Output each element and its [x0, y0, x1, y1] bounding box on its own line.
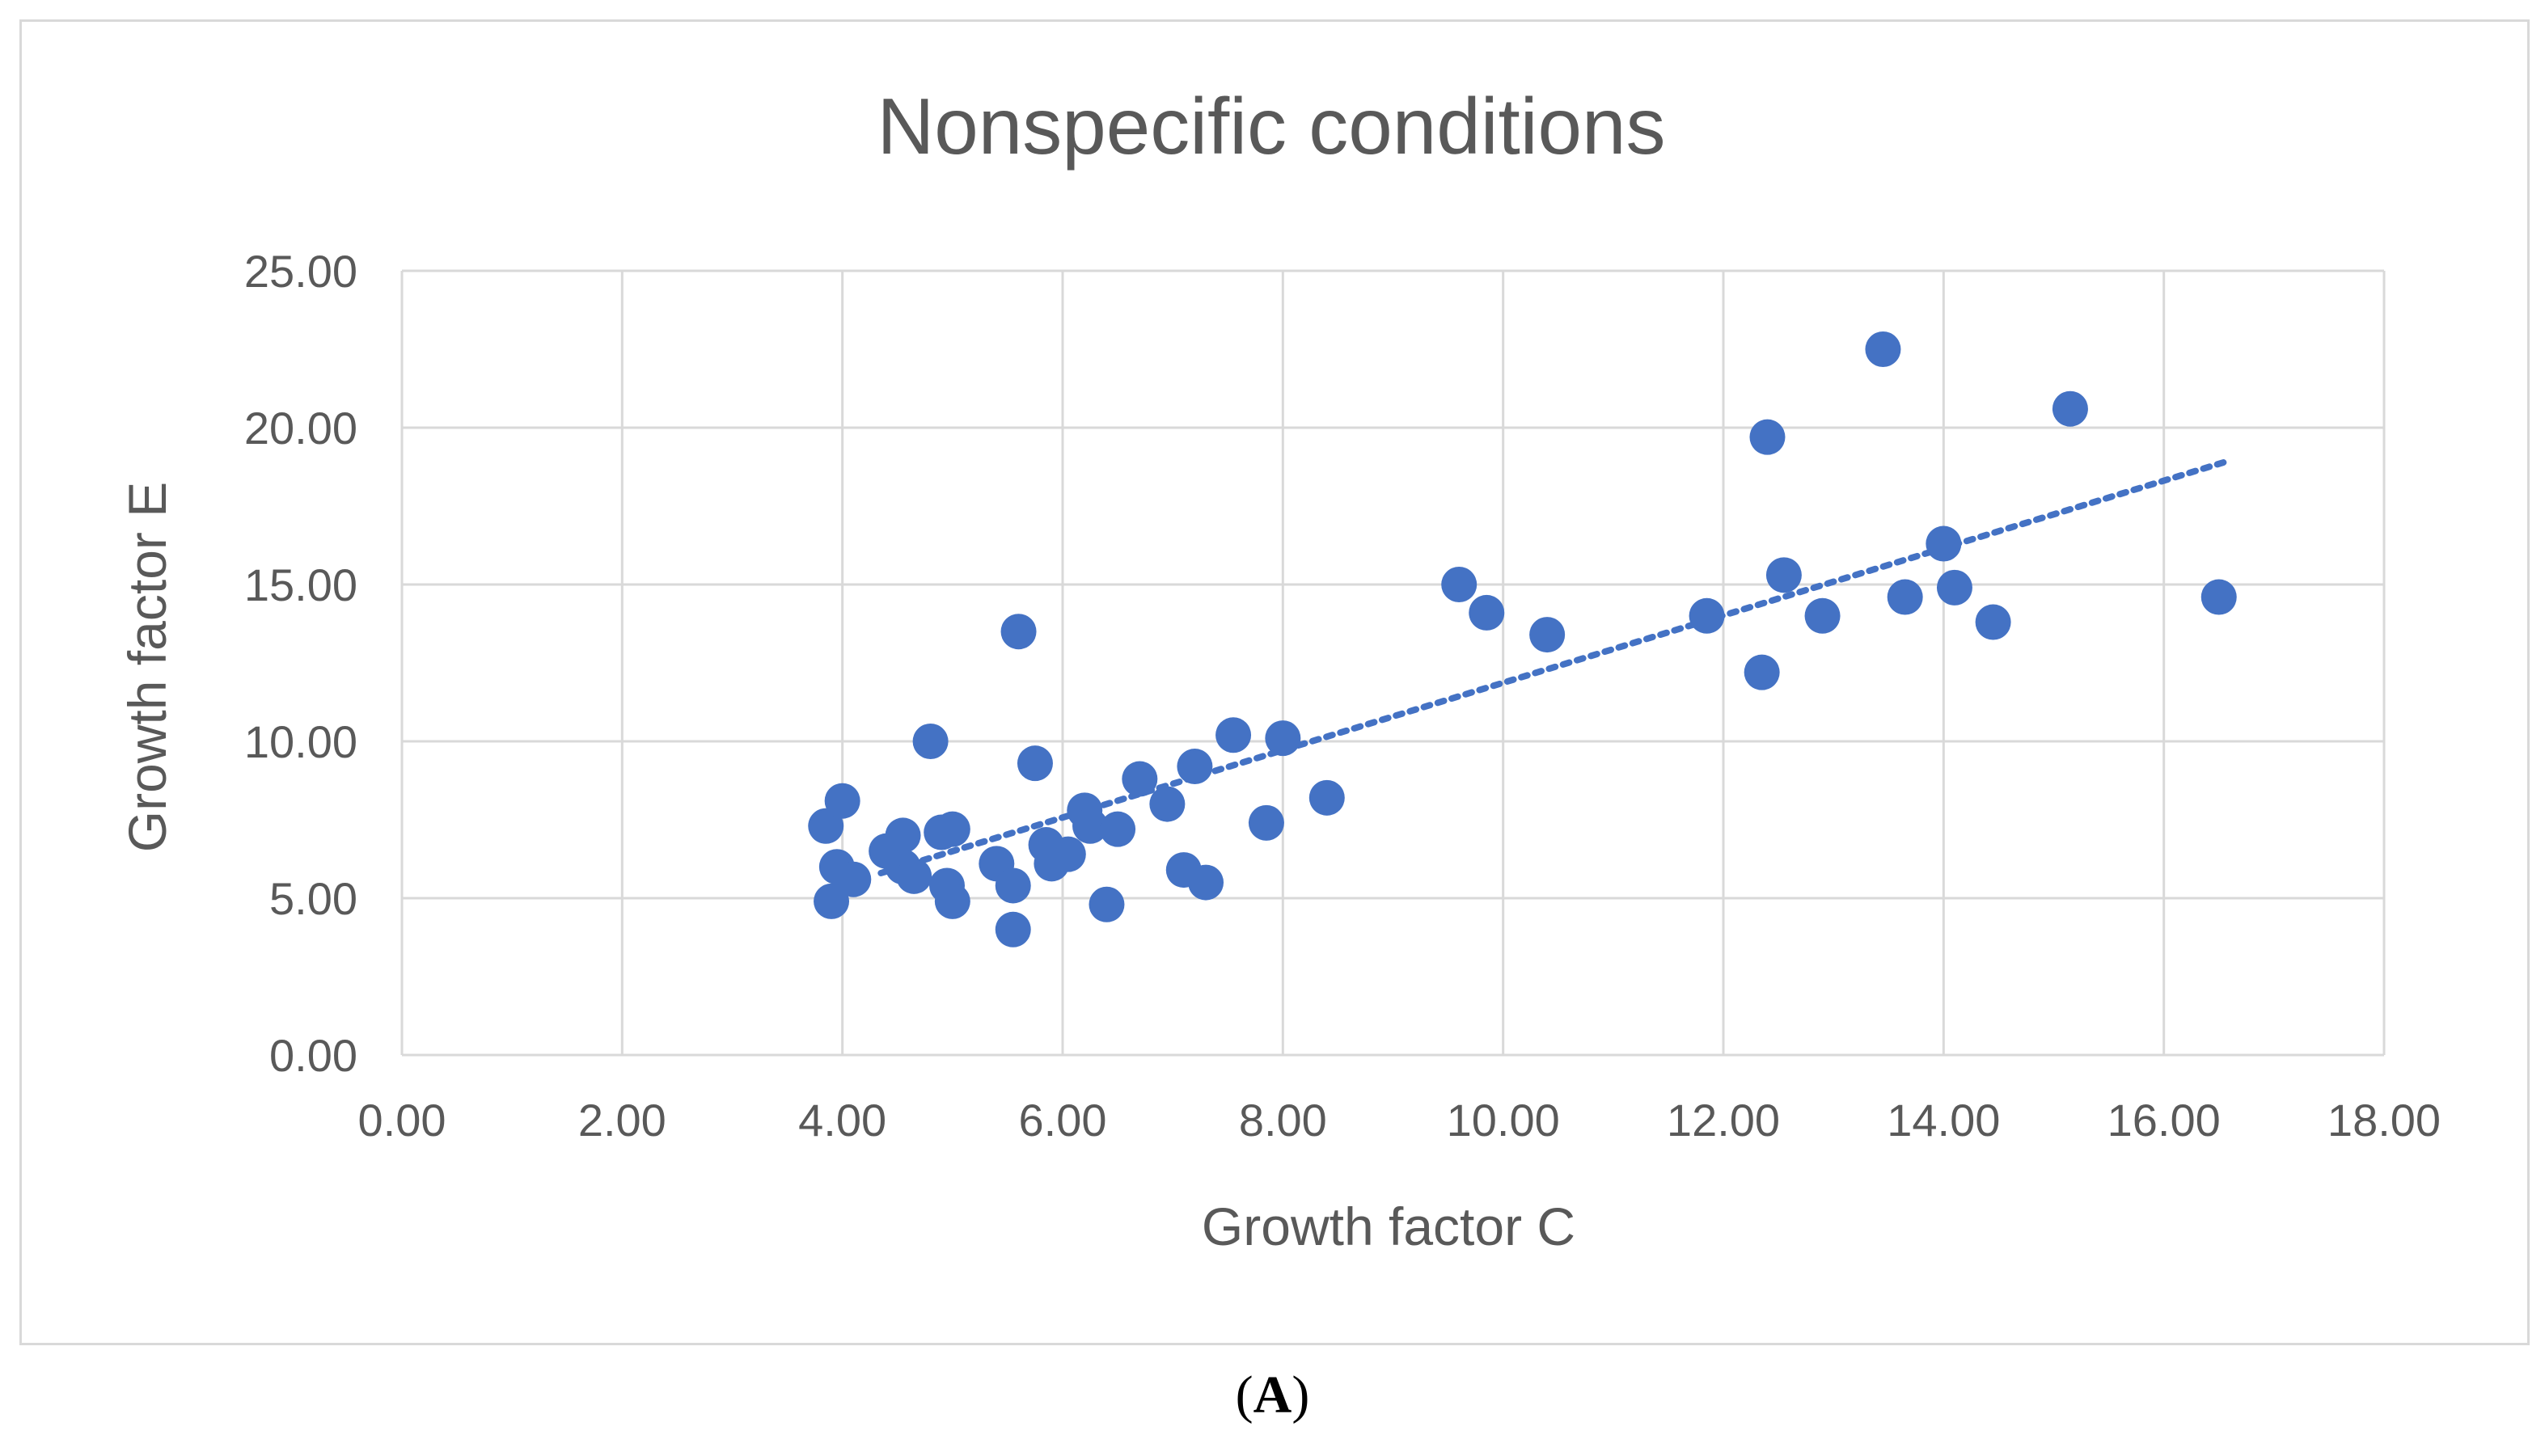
- data-point: [934, 811, 970, 847]
- y-tick-label: 20.00: [244, 403, 357, 454]
- chart-title: Nonspecific conditions: [877, 82, 1665, 171]
- data-point: [1749, 419, 1786, 455]
- y-tick-label: 10.00: [244, 716, 357, 767]
- data-point: [1765, 557, 1802, 593]
- x-tick-label: 14.00: [1887, 1095, 2000, 1146]
- data-point: [1865, 331, 1901, 367]
- data-point: [912, 724, 949, 759]
- x-tick-label: 6.00: [1019, 1095, 1107, 1146]
- data-point: [1050, 836, 1086, 872]
- data-point: [1188, 864, 1224, 901]
- data-point: [1122, 761, 1158, 797]
- data-point: [1469, 594, 1505, 631]
- data-point: [808, 808, 844, 844]
- data-point: [835, 861, 872, 897]
- data-point: [2200, 579, 2237, 615]
- data-point: [1441, 567, 1478, 602]
- data-point: [995, 911, 1031, 947]
- chart-frame: [19, 19, 2530, 1345]
- x-tick-label: 8.00: [1239, 1095, 1327, 1146]
- x-tick-label: 12.00: [1667, 1095, 1780, 1146]
- trendline: [877, 458, 2228, 876]
- data-point: [1887, 579, 1923, 615]
- x-tick-label: 4.00: [798, 1095, 886, 1146]
- x-tick-label: 2.00: [578, 1095, 666, 1146]
- data-point: [1529, 617, 1566, 653]
- caption-open: (: [1235, 1365, 1253, 1424]
- x-tick-label: 18.00: [2327, 1095, 2441, 1146]
- data-point: [1248, 804, 1284, 841]
- data-point: [1744, 654, 1780, 690]
- data-point: [1308, 779, 1345, 816]
- data-points: [808, 331, 2237, 947]
- x-tick-label: 10.00: [1447, 1095, 1560, 1146]
- data-point: [995, 867, 1031, 904]
- y-tick-label: 25.00: [244, 246, 357, 297]
- caption-label: A: [1253, 1365, 1292, 1424]
- data-point: [1265, 720, 1301, 757]
- data-point: [1177, 749, 1213, 785]
- data-point: [1975, 604, 2011, 640]
- caption-close: ): [1292, 1365, 1310, 1424]
- data-point: [1689, 597, 1725, 634]
- grid-lines: [400, 269, 2386, 1057]
- figure-caption: (A): [0, 1365, 2545, 1426]
- data-point: [1100, 811, 1136, 847]
- data-point: [1089, 886, 1125, 922]
- data-point: [814, 883, 850, 919]
- data-point: [1017, 745, 1053, 782]
- data-point: [824, 783, 860, 819]
- data-point: [1936, 569, 1972, 606]
- y-tick-label: 0.00: [269, 1030, 357, 1081]
- trendline-layer: [877, 458, 2228, 876]
- y-tick-label: 5.00: [269, 873, 357, 924]
- data-point: [1926, 525, 1962, 562]
- x-axis-label: Growth factor C: [1202, 1196, 1575, 1256]
- y-axis-label: Growth factor E: [117, 482, 177, 853]
- data-point: [1149, 786, 1186, 822]
- x-tick-label: 16.00: [2107, 1095, 2221, 1146]
- y-tick-label: 15.00: [244, 559, 357, 610]
- data-point: [1000, 614, 1037, 650]
- data-point: [934, 883, 970, 919]
- data-point: [896, 858, 932, 894]
- data-point: [2052, 390, 2088, 427]
- tick-labels: 0.00 2.00 4.00 6.00 8.00 10.00 12.00 14.00 16.00…: [244, 246, 2441, 1146]
- x-tick-label: 0.00: [358, 1095, 446, 1146]
- data-point: [1072, 808, 1109, 844]
- data-point: [885, 817, 921, 854]
- data-point: [1215, 717, 1252, 753]
- data-point: [1804, 597, 1841, 634]
